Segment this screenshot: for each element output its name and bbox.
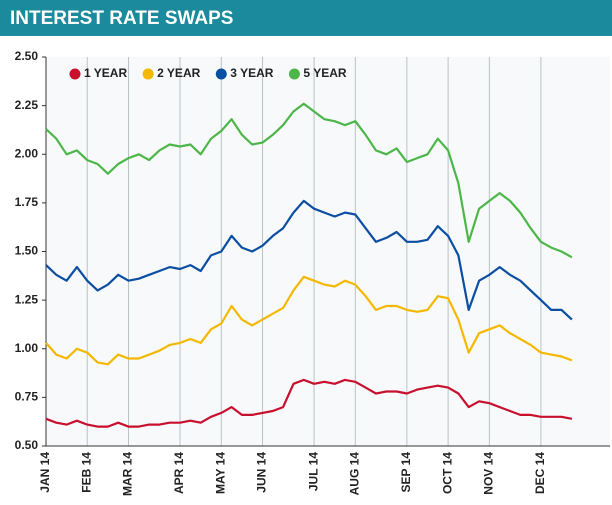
x-tick-label: JUL 14 (306, 452, 320, 491)
x-tick-label: DEC 14 (533, 452, 547, 494)
legend-swatch (288, 68, 300, 80)
x-tick-label: AUG 14 (347, 452, 361, 496)
y-tick-label: 2.25 (15, 98, 39, 112)
x-tick-label: APR 14 (172, 452, 186, 494)
line-series (45, 378, 573, 428)
legend-label: 3 YEAR (230, 66, 273, 80)
x-tick-label: MAR 14 (121, 452, 135, 496)
y-tick-label: 0.50 (15, 438, 39, 452)
line-series (45, 199, 573, 321)
line-series (45, 275, 573, 366)
y-tick-label: 2.00 (15, 146, 39, 160)
x-tick-label: JUN 14 (255, 452, 269, 493)
line-series (45, 102, 573, 259)
legend-label: 1 YEAR (84, 66, 127, 80)
x-tick-label: NOV 14 (482, 452, 496, 495)
chart-title: INTEREST RATE SWAPS (10, 8, 233, 29)
x-tick-label: MAY 14 (213, 452, 227, 494)
legend-label: 2 YEAR (157, 66, 200, 80)
legend-swatch (142, 68, 154, 80)
plot-area (46, 57, 610, 446)
y-tick-label: 1.50 (15, 244, 39, 258)
y-tick-label: 0.75 (15, 390, 39, 404)
y-tick-label: 2.50 (15, 49, 39, 63)
y-tick-label: 1.25 (15, 292, 39, 306)
header-band (0, 0, 612, 36)
x-tick-label: OCT 14 (440, 452, 454, 494)
y-tick-label: 1.00 (15, 341, 39, 355)
y-tick-label: 1.75 (15, 195, 39, 209)
x-tick-label: SEP 14 (399, 452, 413, 493)
legend-swatch (215, 68, 227, 80)
legend-label: 5 YEAR (303, 66, 346, 80)
legend-swatch (69, 68, 81, 80)
x-tick-label: JAN 14 (38, 452, 52, 493)
x-tick-label: FEB 14 (79, 452, 93, 493)
